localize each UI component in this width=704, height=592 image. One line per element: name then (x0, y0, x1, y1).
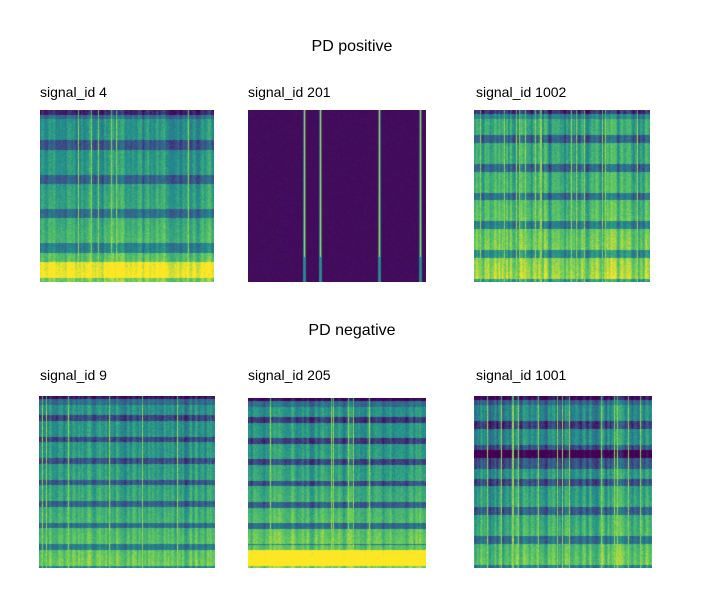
panel-label-signal-9: signal_id 9 (40, 367, 107, 383)
group-title-positive: PD positive (311, 38, 393, 55)
group-title-negative: PD negative (308, 322, 396, 339)
panel-label-signal-1002: signal_id 1002 (476, 84, 567, 100)
spectrogram-signal-1001 (474, 396, 652, 568)
spectrogram-signal-9 (39, 396, 215, 568)
panel-label-signal-201: signal_id 201 (248, 84, 331, 100)
panel-label-signal-205: signal_id 205 (248, 367, 331, 383)
panel-label-signal-4: signal_id 4 (40, 84, 107, 100)
spectrogram-signal-205 (248, 398, 426, 568)
spectrogram-signal-4 (40, 110, 214, 282)
spectrogram-signal-1002 (474, 110, 650, 282)
panel-label-signal-1001: signal_id 1001 (476, 367, 567, 383)
spectrogram-signal-201 (248, 110, 426, 282)
